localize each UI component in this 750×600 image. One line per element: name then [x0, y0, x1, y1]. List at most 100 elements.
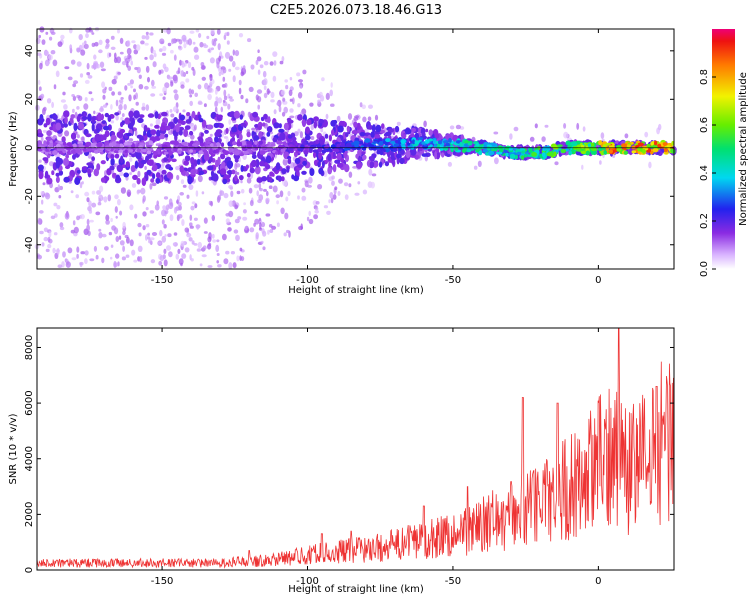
spectrogram-band-blob: [225, 127, 229, 134]
spectrogram-noise-blob: [282, 158, 288, 166]
spectrogram-band-blob: [187, 175, 193, 185]
spectrogram-noise-blob: [127, 54, 131, 60]
spectrogram-noise-blob: [281, 111, 286, 117]
spectrogram-noise-blob: [85, 33, 89, 39]
spectrogram-noise-blob: [145, 207, 149, 211]
spectrogram-noise-blob: [236, 255, 240, 262]
spectrogram-noise-blob: [168, 251, 173, 258]
spectrogram-noise-blob: [127, 82, 131, 86]
spectrogram-noise-blob: [189, 100, 193, 107]
spectrogram-ridge-blob: [118, 143, 124, 148]
spectrogram-noise-blob: [299, 85, 303, 89]
spectrogram-band-blob: [266, 131, 271, 137]
spectrogram-noise-blob: [449, 125, 455, 130]
spectrogram-noise-blob: [150, 93, 156, 97]
spectrogram-band-blob: [234, 174, 238, 182]
spectrogram-noise-blob: [45, 31, 49, 35]
spectrogram-band-blob: [63, 122, 68, 128]
spectrogram-ridge-blob: [206, 141, 212, 145]
spectrogram-band-blob: [357, 157, 362, 162]
spectrogram-panel: -150 -100 -50 0 -40 -20 0 20 40 Height of strai…: [8, 26, 677, 296]
spectrogram-band-blob: [273, 122, 280, 129]
spectrogram-band-blob: [253, 135, 260, 141]
spectrogram-band-blob: [218, 123, 224, 129]
spectrogram-ridge-blob: [155, 148, 160, 153]
spectrogram-noise-blob: [181, 62, 186, 68]
spectrogram-noise-blob: [176, 199, 179, 205]
spectrogram-noise-blob: [329, 89, 334, 97]
spectrogram-noise-blob: [272, 51, 278, 57]
spectrogram-noise-blob: [110, 35, 115, 40]
spectrogram-band-blob: [206, 124, 214, 130]
spectrogram-noise-blob: [207, 48, 211, 53]
spectrogram-noise-blob: [259, 222, 262, 230]
spectrogram-noise-blob: [223, 34, 227, 40]
spectrogram-noise-blob: [133, 49, 139, 55]
spectrogram-ridge-blob: [183, 145, 189, 151]
spectrogram-noise-blob: [325, 92, 330, 100]
spectrogram-noise-blob: [180, 262, 183, 267]
spectrogram-noise-blob: [162, 96, 166, 100]
spectrogram-ridge-blob: [90, 143, 95, 148]
spectrogram-noise-blob: [242, 209, 247, 214]
spectrogram-band-blob: [428, 129, 433, 136]
spectrogram-noise-blob: [246, 177, 252, 184]
spectrogram-band-blob: [264, 162, 269, 167]
spectrogram-noise-blob: [76, 47, 81, 52]
spectrogram-ridge-blob: [621, 143, 628, 148]
spectrogram-noise-blob: [371, 173, 377, 177]
spectrogram-noise-blob: [238, 87, 242, 95]
spectrogram-noise-blob: [315, 201, 320, 205]
spectrogram-noise-blob: [172, 242, 176, 246]
spectrogram-noise-blob: [192, 69, 196, 76]
spectrogram-noise-blob: [175, 38, 181, 42]
snr-x-tick-label: -50: [445, 576, 461, 587]
spectrogram-band-blob: [240, 122, 247, 127]
snr-series-line: [36, 327, 675, 569]
spectrogram-noise-blob: [374, 114, 379, 121]
spectrogram-band-blob: [122, 164, 126, 169]
spectrogram-ridge-blob: [246, 140, 253, 145]
spectrogram-band-blob: [240, 165, 244, 172]
spectrogram-noise-blob: [447, 161, 452, 167]
spectrogram-noise-blob: [93, 110, 96, 115]
spectrogram-noise-blob: [96, 63, 100, 69]
spectrogram-noise-blob: [249, 200, 254, 207]
spectrogram-noise-blob: [114, 52, 117, 59]
spectrogram-noise-blob: [152, 61, 157, 68]
spectrogram-noise-blob: [113, 227, 119, 235]
spectrogram-noise-blob: [255, 59, 259, 66]
spectrogram-noise-blob: [49, 36, 53, 41]
spectrogram-noise-blob: [242, 65, 246, 71]
spectrogram-noise-blob: [201, 191, 205, 195]
spectrogram-noise-blob: [228, 185, 233, 189]
spectrogram-x-ticks: -150 -100 -50 0: [151, 29, 602, 286]
spectrogram-noise-blob: [119, 240, 125, 246]
spectrogram-band-blob: [55, 122, 62, 131]
spectrogram-ridge-blob: [580, 150, 587, 155]
spectrogram-ridge-blob: [424, 139, 430, 144]
spectrogram-ridge-blob: [75, 149, 80, 154]
spectrogram-band-blob: [328, 134, 332, 142]
spectrogram-noise-blob: [494, 157, 499, 165]
spectrogram-band-blob: [239, 114, 244, 120]
spectrogram-noise-blob: [91, 202, 97, 208]
spectrogram-noise-blob: [115, 215, 118, 219]
spectrogram-noise-blob: [301, 195, 307, 201]
spectrogram-band-blob: [107, 115, 112, 122]
spectrogram-band-blob: [238, 133, 243, 141]
spectrogram-noise-blob: [91, 190, 96, 195]
spectrogram-noise-blob: [175, 253, 180, 260]
spectrogram-noise-blob: [298, 79, 303, 83]
spectrogram-ridge-blob: [604, 146, 610, 150]
colorbar-gradient: [712, 29, 735, 269]
spectrogram-noise-blob: [98, 194, 104, 202]
spectrogram-noise-blob: [193, 217, 198, 221]
spectrogram-noise-blob: [129, 204, 134, 211]
spectrogram-band-blob: [120, 155, 124, 164]
spectrogram-noise-blob: [117, 29, 120, 34]
spectrogram-noise-blob: [63, 104, 68, 110]
spectrogram-band-blob: [132, 174, 138, 180]
spectrogram-band-blob: [378, 161, 383, 168]
spectrogram-ridge-blob: [650, 145, 654, 149]
